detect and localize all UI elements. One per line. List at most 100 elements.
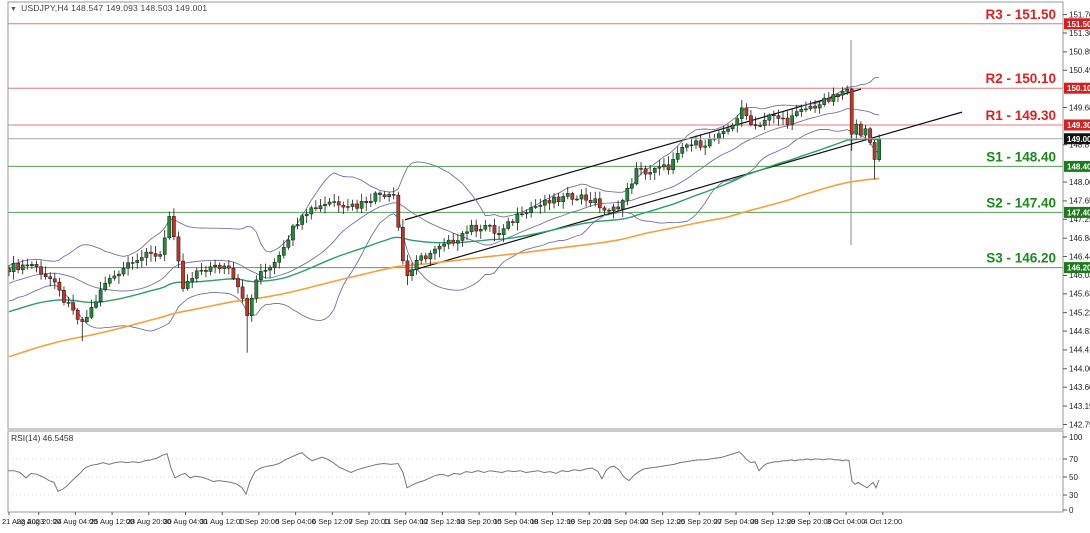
candle bbox=[739, 99, 744, 127]
candle bbox=[616, 200, 620, 211]
candle bbox=[94, 294, 98, 309]
candle bbox=[107, 274, 112, 287]
candle bbox=[730, 122, 735, 132]
candle bbox=[405, 254, 410, 286]
candle bbox=[185, 274, 190, 291]
candle bbox=[71, 294, 75, 315]
candle bbox=[295, 217, 300, 230]
trend-channel-upper[interactable] bbox=[404, 88, 862, 221]
candlesticks bbox=[8, 85, 882, 353]
candle bbox=[437, 243, 442, 258]
candle bbox=[16, 258, 21, 274]
candle bbox=[547, 194, 552, 211]
candle bbox=[48, 272, 53, 287]
indicator-lines bbox=[8, 76, 880, 358]
current-price-badge-label: 149.001 bbox=[1067, 135, 1090, 144]
candle bbox=[588, 192, 593, 207]
price-tick-label: 142.790 bbox=[1069, 420, 1090, 429]
candle bbox=[575, 195, 579, 202]
candle bbox=[749, 109, 753, 127]
candle bbox=[556, 192, 561, 207]
price-tick-label: 146.030 bbox=[1069, 271, 1090, 280]
candle bbox=[849, 87, 854, 151]
rsi-axis-label: 100 bbox=[1069, 433, 1083, 442]
candle bbox=[804, 101, 808, 113]
candle bbox=[662, 158, 666, 171]
trend-channel bbox=[404, 88, 963, 272]
candle bbox=[520, 206, 524, 217]
candle bbox=[643, 165, 648, 180]
price-badge-label: 151.500 bbox=[1067, 20, 1090, 29]
pane-borders bbox=[7, 1, 1064, 513]
sr-label-r2: R2 - 150.10 bbox=[985, 71, 1056, 86]
candle bbox=[639, 162, 643, 176]
candle bbox=[836, 92, 840, 103]
candle bbox=[794, 104, 799, 118]
candle bbox=[11, 255, 16, 280]
candle bbox=[817, 101, 822, 114]
candle bbox=[103, 276, 108, 292]
price-badge-label: 146.200 bbox=[1067, 264, 1090, 273]
bollinger-lower-band bbox=[8, 129, 880, 332]
price-badge-label: 149.300 bbox=[1067, 121, 1090, 130]
candle bbox=[863, 125, 868, 141]
sr-lines-layer: R3 - 151.50 R2 - 150.10 R1 - 149.30 S1 - 14… bbox=[8, 7, 1063, 269]
candle bbox=[451, 233, 456, 247]
candle bbox=[57, 277, 62, 297]
candle bbox=[465, 225, 469, 241]
candle bbox=[213, 259, 217, 274]
candle bbox=[121, 261, 126, 277]
candle bbox=[813, 100, 817, 113]
candle bbox=[268, 264, 272, 278]
symbol-dropdown-arrow[interactable]: ▼ bbox=[10, 6, 18, 13]
candle bbox=[410, 262, 414, 281]
candle bbox=[176, 231, 181, 268]
candle bbox=[355, 199, 359, 212]
price-tick-label: 144.820 bbox=[1069, 327, 1090, 336]
time-tick-label: 13 Sep 20:00 bbox=[457, 517, 502, 526]
candle bbox=[515, 207, 520, 231]
candle bbox=[694, 135, 698, 149]
candle bbox=[666, 156, 671, 175]
candle bbox=[117, 270, 121, 284]
price-tick-label: 150.890 bbox=[1069, 48, 1090, 57]
candle bbox=[767, 113, 772, 126]
candle bbox=[845, 85, 849, 96]
candle bbox=[620, 198, 625, 217]
candle bbox=[217, 262, 222, 274]
candle bbox=[483, 219, 488, 232]
candle bbox=[859, 121, 863, 138]
price-tick-label: 150.490 bbox=[1069, 66, 1090, 75]
candle bbox=[808, 100, 813, 111]
candle bbox=[680, 142, 685, 158]
candle bbox=[144, 248, 149, 266]
price-badge-147.400 bbox=[1064, 206, 1090, 218]
candle bbox=[607, 208, 611, 214]
time-tick-label: 19 Sep 20:00 bbox=[567, 517, 612, 526]
candle bbox=[790, 108, 795, 131]
candle bbox=[20, 259, 25, 275]
candle bbox=[341, 201, 346, 214]
price-tick-label: 148.060 bbox=[1069, 178, 1090, 187]
candle bbox=[66, 296, 71, 308]
candle bbox=[611, 203, 616, 219]
candle bbox=[657, 159, 662, 176]
price-axis[interactable]: 151.700 151.300 150.890 150.490 149.680 148.8… bbox=[1063, 10, 1090, 429]
candle bbox=[75, 308, 80, 325]
time-tick-label: 21 Sep 04:00 bbox=[604, 517, 649, 526]
sr-label-r1: R1 - 149.30 bbox=[985, 108, 1056, 123]
candle bbox=[826, 91, 831, 104]
candle bbox=[350, 199, 355, 211]
candle bbox=[776, 109, 781, 126]
time-tick-label: 18 Sep 12:00 bbox=[530, 517, 575, 526]
candle bbox=[373, 191, 378, 205]
candle bbox=[497, 225, 501, 240]
candle bbox=[460, 231, 465, 247]
candle bbox=[419, 252, 424, 264]
candle bbox=[478, 224, 483, 239]
candle bbox=[332, 194, 337, 207]
candle bbox=[428, 250, 433, 266]
